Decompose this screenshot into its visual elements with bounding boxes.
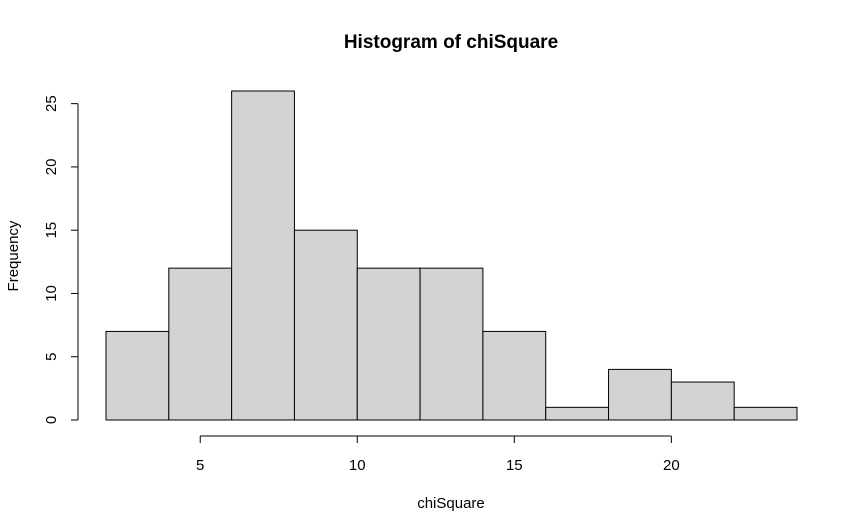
histogram-bar [670,381,735,421]
y-axis: 0 5 10 15 20 25 [43,95,79,424]
histogram-bar [168,267,233,421]
histogram-bar [482,330,547,421]
x-axis: 5 10 15 20 [196,435,680,474]
y-tick-label: 10 [43,285,60,302]
y-tick-label: 25 [43,95,60,112]
x-tick-label: 5 [196,457,204,474]
bars-group [105,90,798,421]
chart-title: Histogram of chiSquare [344,32,558,53]
x-axis-label: chiSquare [417,495,485,512]
y-tick-label: 0 [43,416,60,424]
y-tick-label: 15 [43,222,60,239]
histogram-bar [545,406,610,421]
x-tick-label: 20 [663,457,680,474]
y-tick-label: 20 [43,159,60,176]
histogram-bar [608,368,672,421]
x-tick-label: 15 [506,457,523,474]
histogram-bar [733,406,798,421]
histogram-bar [293,229,358,421]
x-tick-label: 10 [349,457,366,474]
y-tick-label: 5 [43,353,60,361]
histogram-bar [231,90,295,421]
histogram-bar [356,267,421,421]
histogram-bar [419,267,484,421]
histogram-bar [105,330,170,421]
y-axis-label: Frequency [5,220,22,291]
